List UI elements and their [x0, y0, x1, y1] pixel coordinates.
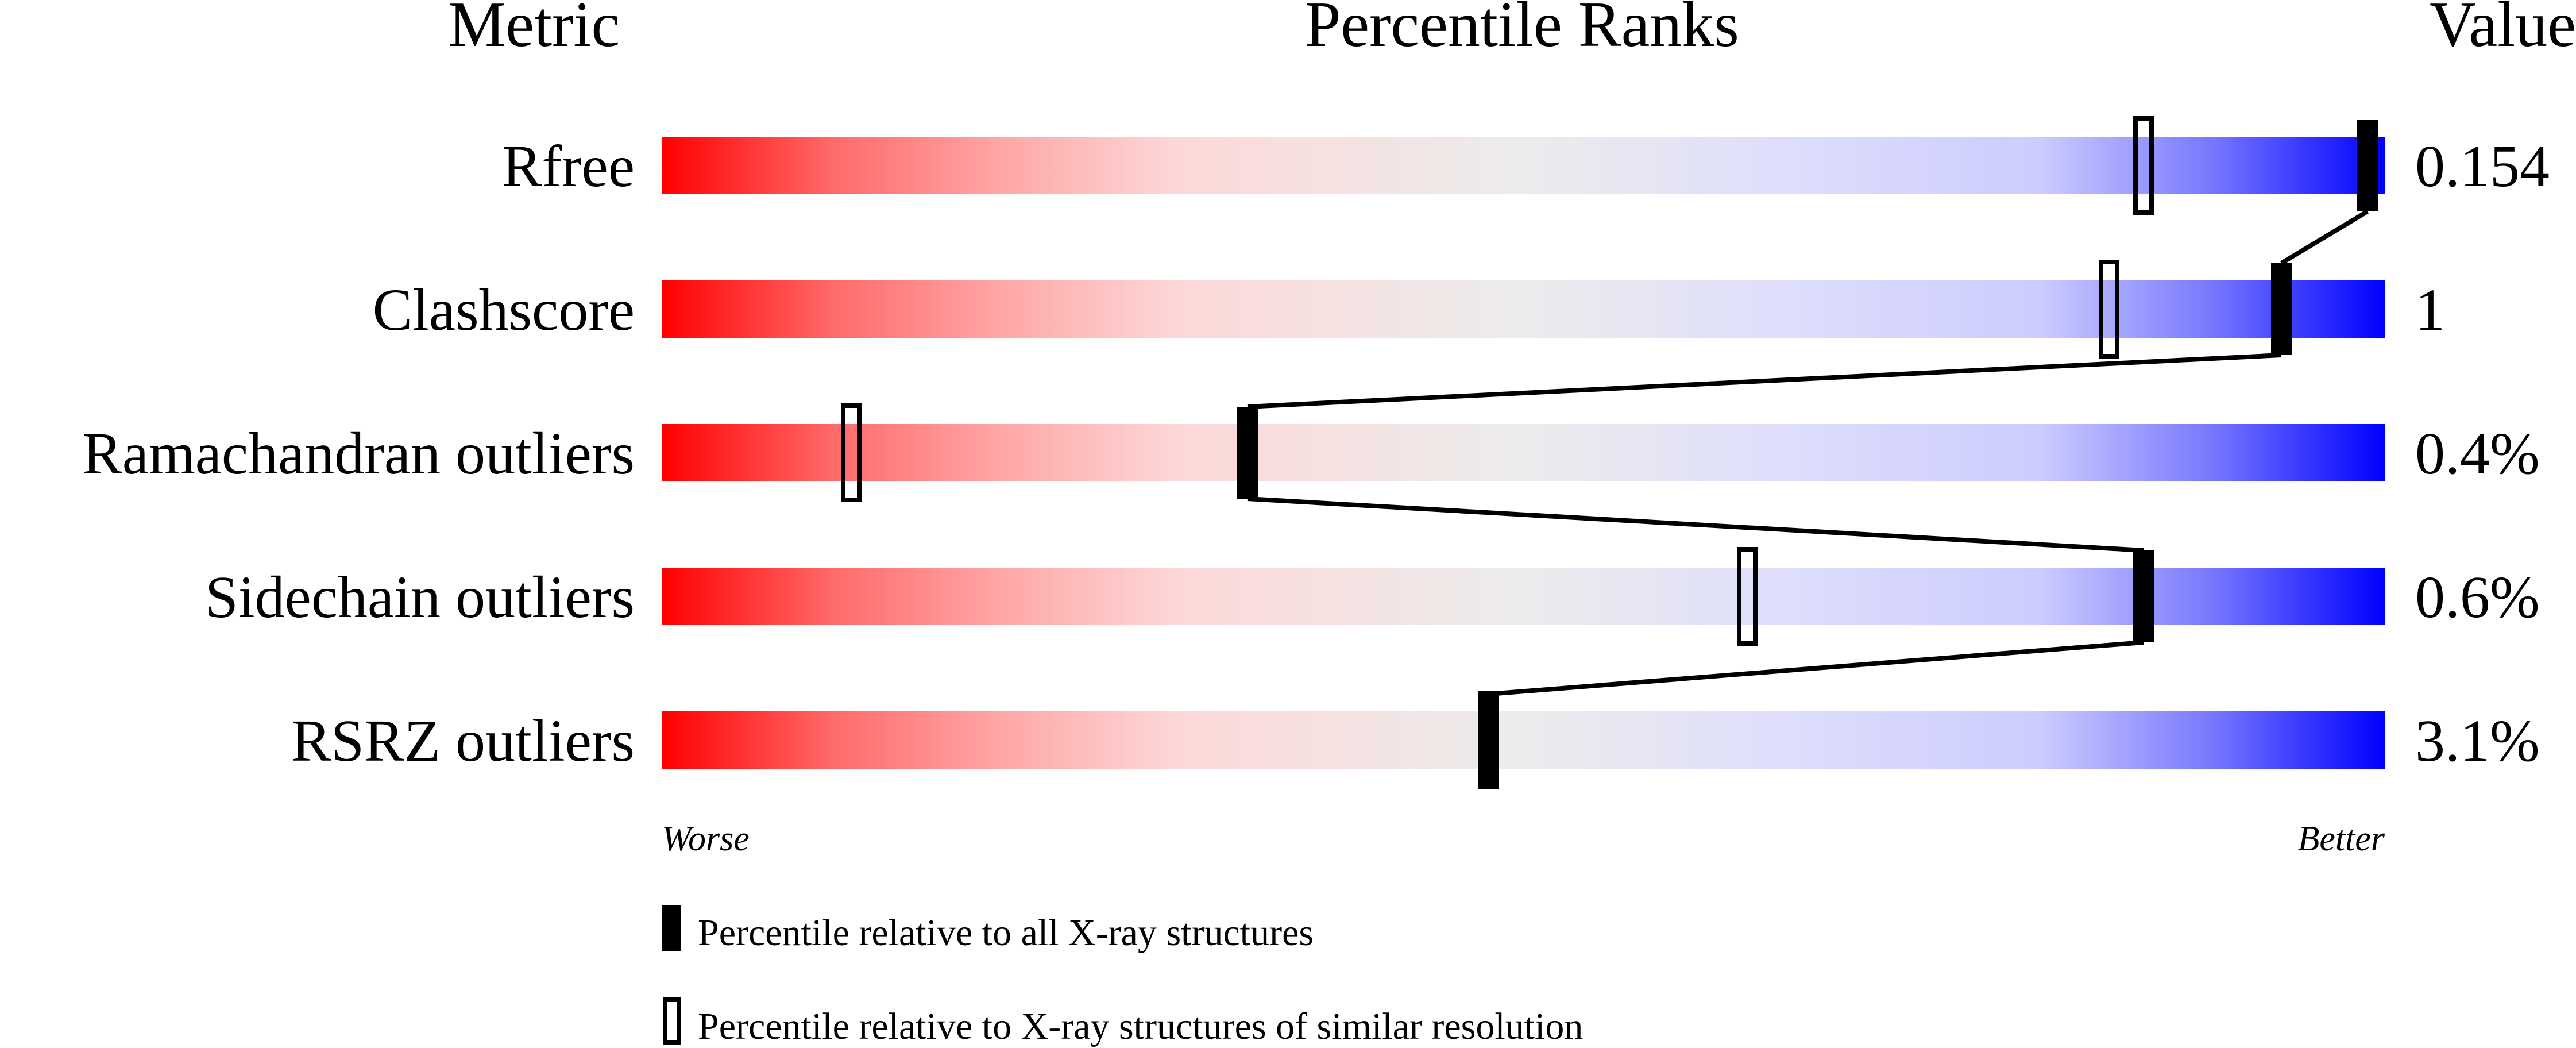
- header-metric: Metric: [449, 0, 620, 60]
- metric-label: Ramachandran outliers: [82, 421, 635, 487]
- metric-value: 0.4%: [2415, 421, 2540, 487]
- axis-label-worse: Worse: [662, 819, 750, 858]
- legend-open-label: Percentile relative to X-ray structures …: [698, 1005, 1583, 1047]
- legend-filled-label: Percentile relative to all X-ray structu…: [698, 912, 1314, 954]
- percentile-bar: [662, 568, 2385, 625]
- metric-label: Clashscore: [373, 277, 635, 343]
- header-percentile-ranks: Percentile Ranks: [1305, 0, 1739, 60]
- similar-resolution-marker: [1737, 547, 1758, 646]
- all-structures-marker: [2133, 550, 2154, 642]
- connector-line: [1247, 353, 2282, 409]
- all-structures-marker: [1478, 694, 1499, 786]
- metric-value: 1: [2415, 277, 2445, 343]
- metric-value: 3.1%: [2415, 708, 2540, 774]
- similar-resolution-marker: [2099, 260, 2119, 359]
- all-structures-marker: [2271, 263, 2292, 355]
- axis-label-better: Better: [2298, 819, 2385, 858]
- legend-open-marker: [663, 997, 681, 1045]
- percentile-bar: [662, 424, 2385, 481]
- metric-value: 0.6%: [2415, 564, 2540, 630]
- similar-resolution-marker: [841, 403, 862, 502]
- legend-filled-marker: [662, 905, 681, 951]
- metric-label: Rfree: [502, 133, 635, 199]
- metric-value: 0.154: [2415, 133, 2550, 199]
- connector-line: [1247, 496, 2144, 553]
- metric-label: RSRZ outliers: [291, 708, 635, 774]
- connector-line: [1488, 640, 2144, 696]
- percentile-bar: [662, 280, 2385, 338]
- percentile-bar: [662, 137, 2385, 194]
- connector-line: [2280, 209, 2369, 265]
- all-structures-marker: [1237, 407, 1258, 499]
- header-value: Value: [2430, 0, 2576, 60]
- percentile-bar: [662, 711, 2385, 769]
- metric-label: Sidechain outliers: [205, 564, 635, 630]
- all-structures-marker: [2357, 120, 2378, 211]
- similar-resolution-marker: [2133, 116, 2154, 215]
